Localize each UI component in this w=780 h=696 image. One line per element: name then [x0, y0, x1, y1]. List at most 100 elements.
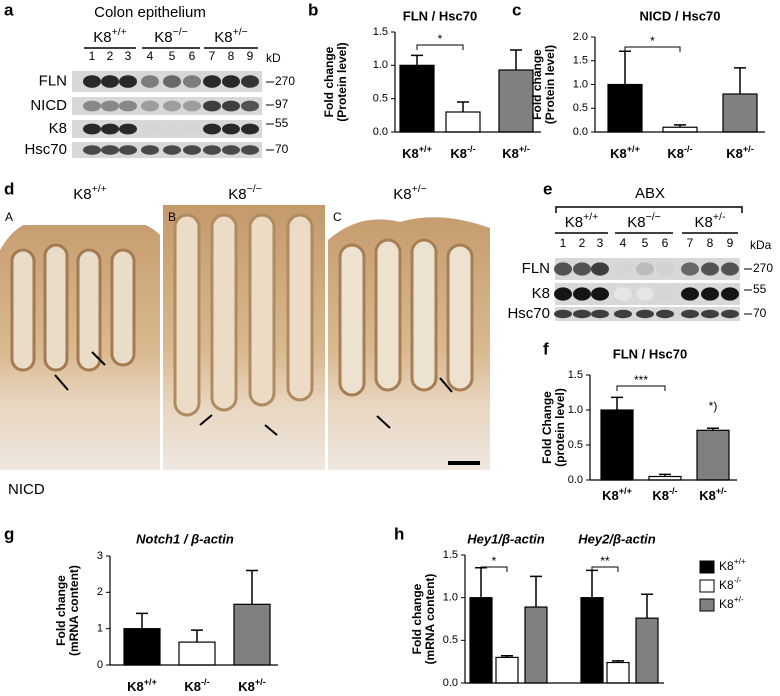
lane-number: 8 [228, 49, 235, 63]
blot-band [701, 287, 719, 301]
y-axis-label: (protein level) [553, 388, 567, 467]
blot-band [101, 75, 119, 88]
legend-label: K8-/- [719, 575, 742, 592]
y-axis-label: (mRNA content) [423, 574, 437, 665]
y-axis-label: Fold change [54, 575, 68, 646]
y-tick-label: 1.0 [573, 78, 588, 90]
y-axis-label: Fold Change [540, 391, 554, 464]
error-bar [619, 50, 631, 85]
marker-label: 55 [753, 282, 767, 296]
crypts [173, 213, 314, 417]
blot-band [101, 123, 119, 135]
y-tick-label: 0.5 [568, 439, 583, 451]
error-bar [611, 396, 623, 410]
blot-band [591, 309, 609, 319]
blot-band [83, 100, 101, 112]
lane-number: 1 [89, 49, 96, 63]
bar [498, 69, 534, 133]
x-tick-label: K8+/+ [610, 144, 640, 161]
mw-unit: kDa [750, 238, 772, 252]
blot-band [656, 309, 674, 319]
marker-label: 55 [275, 116, 289, 130]
bar [399, 64, 435, 133]
blot-band [101, 100, 119, 112]
image-header: K8+/− [393, 183, 427, 203]
significance-label: * [438, 32, 443, 46]
lane-number: 4 [620, 236, 627, 250]
legend-swatch [699, 579, 715, 593]
panel-letter: e [543, 179, 552, 198]
bar [606, 661, 630, 684]
blot-band [163, 75, 181, 88]
chart-title: Notch1 / β-actin [136, 531, 234, 546]
y-axis-label: Fold change [410, 583, 424, 654]
error-bar [707, 427, 719, 431]
crypts [338, 238, 474, 397]
x-tick-label: K8-/- [450, 144, 475, 161]
chart-title: FLN / Hsc70 [403, 8, 477, 23]
stain-label: NICD [8, 481, 45, 498]
blot-band [163, 100, 181, 112]
y-axis-label: (Protein level) [543, 45, 557, 124]
blot-band [163, 123, 181, 135]
blot-band [681, 287, 699, 301]
y-tick-label: 0.0 [568, 474, 583, 486]
blot-band [119, 75, 137, 88]
micrographs [0, 205, 490, 470]
error-bar [586, 569, 598, 598]
blot-band [573, 287, 591, 301]
marker-label: 70 [753, 306, 767, 320]
lumen-edge [328, 205, 490, 240]
blot-band [614, 287, 632, 301]
marker-label: 70 [275, 142, 289, 156]
blot-band [83, 123, 101, 135]
group-title: Hey2/β-actin [578, 531, 655, 546]
y-tick-label: 0 [97, 659, 103, 671]
abx-bracket [555, 206, 743, 213]
y-tick-label: 1.5 [373, 26, 388, 38]
blot-row-label: Hsc70 [507, 305, 550, 322]
lane-number: 7 [209, 49, 216, 63]
image-label: B [168, 210, 176, 224]
bar [662, 126, 698, 133]
lane-number: 7 [687, 236, 694, 250]
blot-row-label: NICD [30, 97, 67, 114]
image-label: A [5, 210, 13, 224]
y-axis-label: (Protein level) [335, 42, 349, 121]
blot-band [241, 100, 259, 112]
x-tick-label: K8+/- [502, 144, 530, 161]
blot-row-label: K8 [49, 120, 67, 137]
lane-number: 9 [247, 49, 254, 63]
y-tick-label: 1.5 [573, 55, 588, 67]
x-tick-label: K8+/+ [402, 144, 432, 161]
y-tick-label: 1.5 [568, 369, 583, 381]
lane-number: 2 [579, 236, 586, 250]
blot-band [681, 309, 699, 319]
blot-band [656, 262, 674, 276]
error-bar [501, 654, 513, 658]
y-tick-label: 3 [97, 550, 103, 562]
panel-letter: h [394, 524, 404, 543]
chart-title: NICD / Hsc70 [640, 8, 721, 23]
error-bar [510, 49, 522, 70]
bar [600, 409, 634, 481]
significance-bracket [624, 46, 681, 52]
lane-number: 6 [662, 236, 669, 250]
blot-band [554, 262, 572, 276]
y-tick-label: 0.0 [573, 126, 588, 138]
y-tick-label: 1 [97, 623, 103, 635]
bar [607, 83, 643, 133]
blot-band [701, 262, 719, 276]
blot-band [83, 75, 101, 88]
error-bar [411, 54, 423, 66]
error-bar [246, 569, 258, 605]
blot-band [591, 287, 609, 301]
blot-band [573, 309, 591, 319]
blot-band [554, 287, 572, 301]
lane-number: 2 [107, 49, 114, 63]
bar [722, 93, 758, 133]
significance-bracket [480, 566, 508, 572]
bar [233, 603, 271, 666]
lane-number: 1 [560, 236, 567, 250]
blot-band [721, 287, 739, 301]
